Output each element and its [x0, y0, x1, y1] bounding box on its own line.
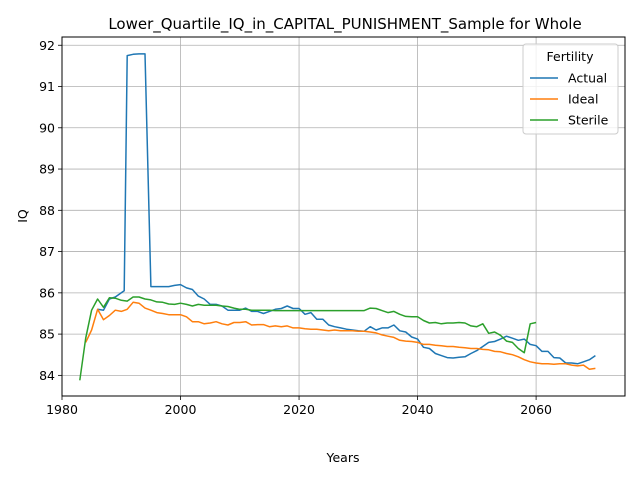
- x-tick-label: 2020: [283, 402, 315, 417]
- y-tick-label: 86: [39, 285, 55, 300]
- legend-label-ideal: Ideal: [568, 92, 598, 107]
- plot-frame: [61, 36, 626, 397]
- y-tick-label: 87: [39, 244, 55, 259]
- x-axis-title: Years: [326, 450, 360, 465]
- legend-box: [522, 43, 619, 135]
- chart-title: Lower_Quartile_IQ_in_CAPITAL_PUNISHMENT_…: [108, 15, 581, 34]
- y-tick-label: 91: [39, 79, 55, 94]
- series-line-actual: [97, 53, 596, 365]
- y-tick-label: 88: [39, 203, 55, 218]
- y-tick-label: 92: [39, 38, 55, 53]
- series-line-sterile: [79, 296, 537, 381]
- grid-lines: [61, 37, 625, 396]
- x-tick-label: 2060: [520, 402, 552, 417]
- legend-title: Fertility: [547, 49, 595, 64]
- series-line-ideal: [85, 301, 596, 370]
- x-tick-label: 2000: [165, 402, 197, 417]
- y-tick-label: 84: [39, 368, 55, 383]
- y-tick-label: 85: [39, 327, 55, 342]
- series-lines: [79, 53, 596, 381]
- x-tick-label: 2040: [402, 402, 434, 417]
- legend: Fertility Actual Ideal Sterile: [522, 43, 619, 135]
- y-axis-title: IQ: [15, 209, 30, 223]
- legend-label-actual: Actual: [568, 71, 607, 86]
- y-tick-label: 89: [39, 162, 55, 177]
- y-tick-label: 90: [39, 120, 55, 135]
- x-tick-label: 1980: [46, 402, 78, 417]
- legend-label-sterile: Sterile: [568, 113, 609, 128]
- axis-ticks: 1980 2000 2020 2040 2060 84 85 86 87 88 89 90 91 92: [39, 38, 552, 417]
